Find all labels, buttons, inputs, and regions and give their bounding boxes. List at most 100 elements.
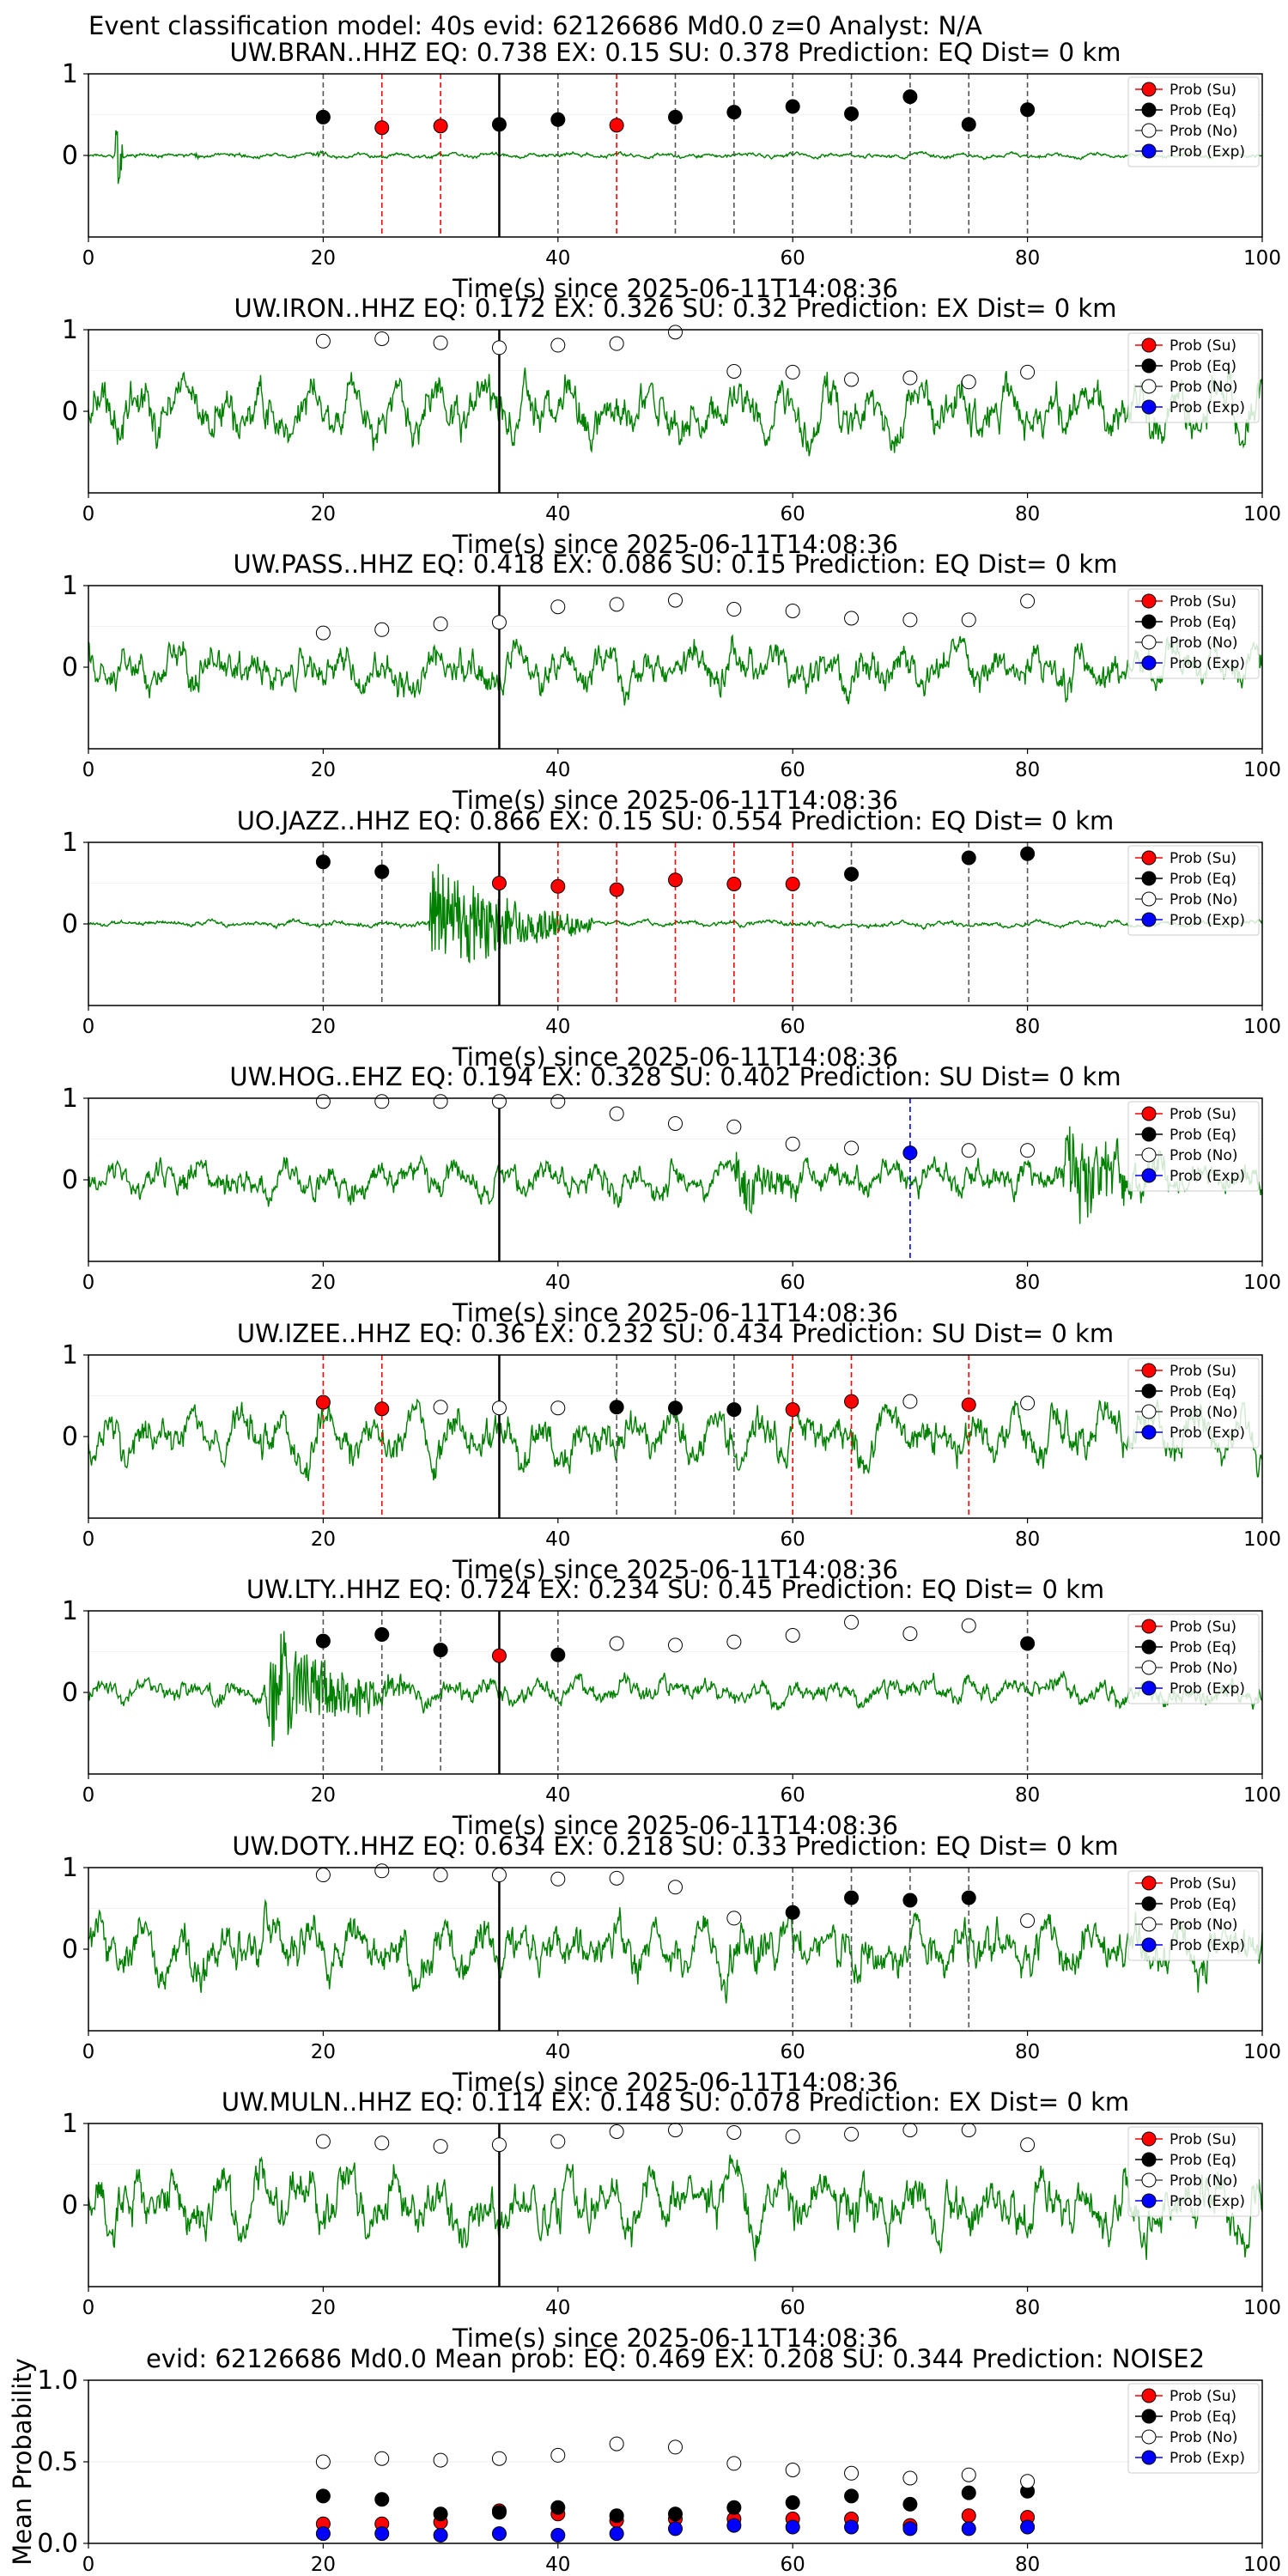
prob-point [726, 2124, 742, 2140]
legend-box [1127, 1870, 1260, 1961]
panel-title: UW.DOTY..HHZ EQ: 0.634 EX: 0.218 SU: 0.3… [232, 1832, 1118, 1861]
legend-marker-eq [1141, 102, 1157, 118]
legend-marker-su [1141, 1106, 1157, 1121]
legend-label-exp: Prob (Exp) [1170, 1168, 1245, 1185]
prob-point [1020, 1913, 1036, 1929]
xtick-label: 100 [1243, 247, 1281, 270]
legend-label-no: Prob (No) [1170, 635, 1238, 652]
mean-prob-point [902, 2470, 918, 2486]
legend-marker-eq [1141, 1639, 1157, 1655]
mean-prob-point [491, 2451, 507, 2466]
mean-prob-point [668, 2506, 683, 2522]
xaxis-label: Time(s) since 2025-06-11T14:08:36 [452, 1042, 898, 1072]
ytick-label: 0 [62, 141, 78, 171]
prob-point [1020, 1395, 1036, 1411]
xtick-label: 20 [311, 2297, 336, 2319]
xtick-label: 80 [1015, 2041, 1040, 2063]
panel-title: UW.HOG..EHZ EQ: 0.194 EX: 0.328 SU: 0.40… [229, 1062, 1121, 1091]
prob-point [726, 363, 742, 379]
prob-point [961, 1143, 976, 1158]
xaxis-label: Time(s) since 2025-06-11T14:08:36 [452, 786, 898, 815]
mean-prob-point [961, 2521, 976, 2537]
panel-0: UW.BRAN..HHZ EQ: 0.738 EX: 0.15 SU: 0.37… [62, 38, 1281, 303]
xtick-label: 20 [311, 503, 336, 526]
prob-point [961, 2123, 976, 2138]
legend-marker-no [1141, 2429, 1157, 2445]
prob-point [961, 850, 976, 866]
prob-point [609, 1636, 624, 1651]
prob-point [315, 1868, 331, 1883]
xaxis-label: Time(s) since 2025-06-11T14:08:36 [452, 2324, 898, 2353]
prob-point [668, 1637, 683, 1653]
panel-7: UW.DOTY..HHZ EQ: 0.634 EX: 0.218 SU: 0.3… [62, 1832, 1281, 2097]
xtick-label: 0 [82, 503, 95, 526]
prob-point [668, 1115, 683, 1131]
prob-point [315, 2134, 331, 2149]
prob-point [1020, 2137, 1036, 2153]
xtick-label: 80 [1015, 1528, 1040, 1551]
prob-point [374, 2136, 390, 2151]
legend-marker-exp [1141, 1680, 1157, 1696]
mean-prob-point [374, 2451, 390, 2466]
prob-point [609, 336, 624, 351]
legend-label-no: Prob (No) [1170, 1917, 1238, 1934]
legend-marker-su [1141, 1619, 1157, 1634]
prob-point [785, 1905, 800, 1920]
legend-box [1127, 1101, 1260, 1192]
xtick-label: 40 [545, 1016, 570, 1038]
mean-prob-point [315, 2454, 331, 2470]
legend-marker-exp [1141, 1425, 1157, 1440]
prob-point [374, 120, 390, 136]
xtick-label: 0 [82, 2041, 95, 2063]
prob-point [491, 1094, 507, 1109]
panel-2: UW.PASS..HHZ EQ: 0.418 EX: 0.086 SU: 0.1… [62, 550, 1281, 815]
axes-frame [88, 329, 1263, 494]
xtick-label: 100 [1243, 759, 1281, 781]
prob-point [726, 1402, 742, 1418]
legend-label-no: Prob (No) [1170, 1660, 1238, 1677]
legend-marker-no [1141, 635, 1157, 650]
xaxis-label: Time(s) since 2025-06-11T14:08:36 [452, 1811, 898, 1840]
prob-point [550, 878, 566, 894]
prob-point [550, 112, 566, 127]
prob-point [609, 118, 624, 133]
prob-point [433, 335, 448, 350]
prob-point [902, 1893, 918, 1908]
prob-point [609, 2124, 624, 2139]
prob-point [785, 876, 800, 891]
prob-point [491, 615, 507, 630]
panel-title: UW.IZEE..HHZ EQ: 0.36 EX: 0.232 SU: 0.43… [237, 1319, 1114, 1348]
legend-label-eq: Prob (Eq) [1170, 102, 1236, 119]
legend-marker-eq [1141, 1127, 1157, 1142]
xtick-label: 60 [781, 2041, 805, 2063]
legend-box [1127, 1358, 1260, 1449]
legend-marker-exp [1141, 1937, 1157, 1953]
xaxis-label: Time(s) since 2025-06-11T14:08:36 [452, 1555, 898, 1584]
ytick-label: 0 [62, 1935, 78, 1965]
xtick-label: 20 [311, 1784, 336, 1807]
ytick-label: 0 [62, 2190, 78, 2221]
panel-3: UO.JAZZ..HHZ EQ: 0.866 EX: 0.15 SU: 0.55… [62, 806, 1281, 1072]
prob-point [374, 1863, 390, 1879]
prob-point [315, 1394, 331, 1410]
prob-point [609, 1106, 624, 1121]
panel-9: evid: 62126686 Md0.0 Mean prob: EQ: 0.46… [8, 2344, 1281, 2576]
prob-point [785, 2129, 800, 2144]
prob-point [902, 2123, 918, 2138]
panel-6: UW.LTY..HHZ EQ: 0.724 EX: 0.234 SU: 0.45… [62, 1575, 1281, 1840]
legend-box [1127, 1613, 1260, 1704]
xtick-label: 60 [781, 503, 805, 526]
xtick-label: 40 [545, 2041, 570, 2063]
mean-prob-point [961, 2508, 976, 2524]
prob-point [374, 864, 390, 879]
prob-point [785, 99, 800, 114]
mean-prob-point [785, 2463, 800, 2477]
legend-marker-eq [1141, 1383, 1157, 1399]
xtick-label: 80 [1015, 759, 1040, 781]
prob-point [844, 1394, 860, 1409]
mean-prob-point [609, 2436, 624, 2451]
prob-point [844, 1140, 860, 1156]
legend-marker-exp [1141, 2193, 1157, 2208]
mean-prob-point [844, 2519, 860, 2535]
mean-prob-point [844, 2488, 860, 2504]
